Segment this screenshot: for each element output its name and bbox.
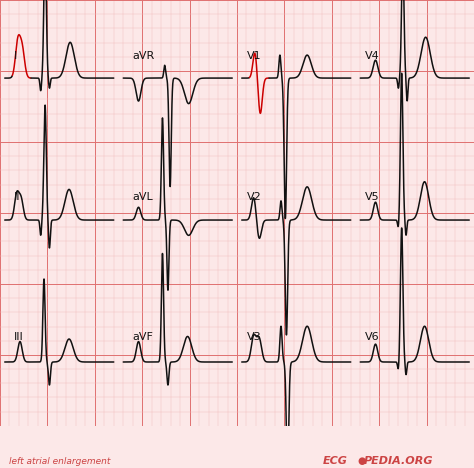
Text: I: I <box>14 51 18 61</box>
Text: III: III <box>14 332 24 342</box>
Text: PEDIA.ORG: PEDIA.ORG <box>364 456 434 466</box>
Text: II: II <box>14 192 21 202</box>
Text: V1: V1 <box>246 51 261 61</box>
Text: V5: V5 <box>365 192 380 202</box>
Text: V4: V4 <box>365 51 380 61</box>
Text: aVL: aVL <box>133 192 154 202</box>
Text: ECG: ECG <box>322 456 347 466</box>
Text: V2: V2 <box>246 192 261 202</box>
Text: left atrial enlargement: left atrial enlargement <box>9 457 111 466</box>
Text: aVF: aVF <box>133 332 154 342</box>
Text: ●: ● <box>358 456 366 466</box>
Text: V3: V3 <box>246 332 261 342</box>
Text: V6: V6 <box>365 332 380 342</box>
Text: aVR: aVR <box>133 51 155 61</box>
